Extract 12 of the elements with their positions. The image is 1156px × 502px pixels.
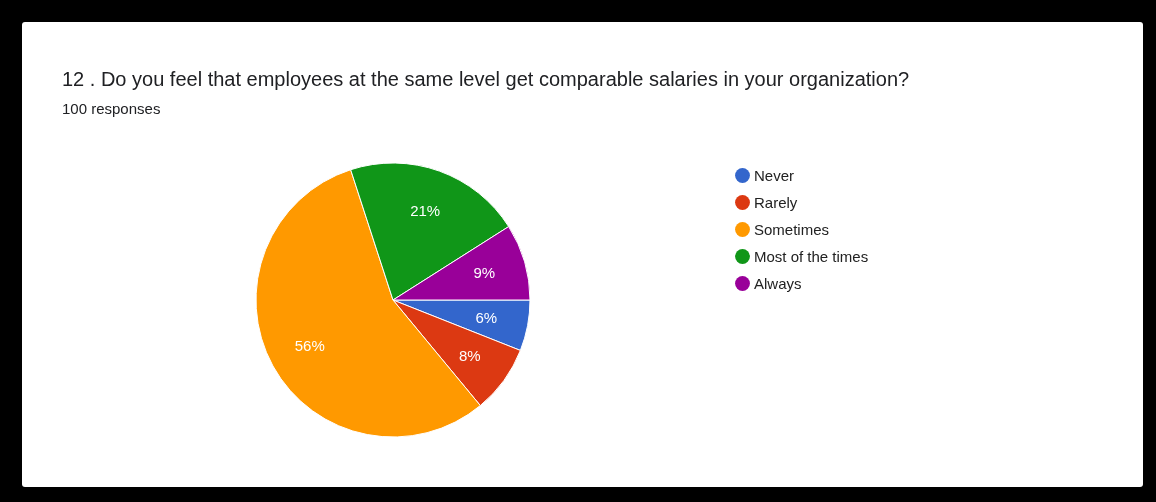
- legend-label: Rarely: [754, 193, 798, 211]
- data-label: 21%: [410, 201, 441, 219]
- legend-label: Sometimes: [754, 220, 830, 238]
- data-label: 56%: [294, 336, 325, 354]
- text: 100 responses: [62, 100, 161, 117]
- legend-label: Never: [754, 166, 795, 184]
- chart-title: 12 . Do you feel that employees at the same level get comparable salaries in your organization?: [62, 68, 910, 91]
- data-label: 6%: [475, 308, 498, 326]
- data-label: 9%: [473, 264, 496, 282]
- data-label: 8%: [459, 346, 481, 364]
- legend-label: Most of the times: [754, 247, 869, 265]
- legend-label: Always: [754, 274, 802, 292]
